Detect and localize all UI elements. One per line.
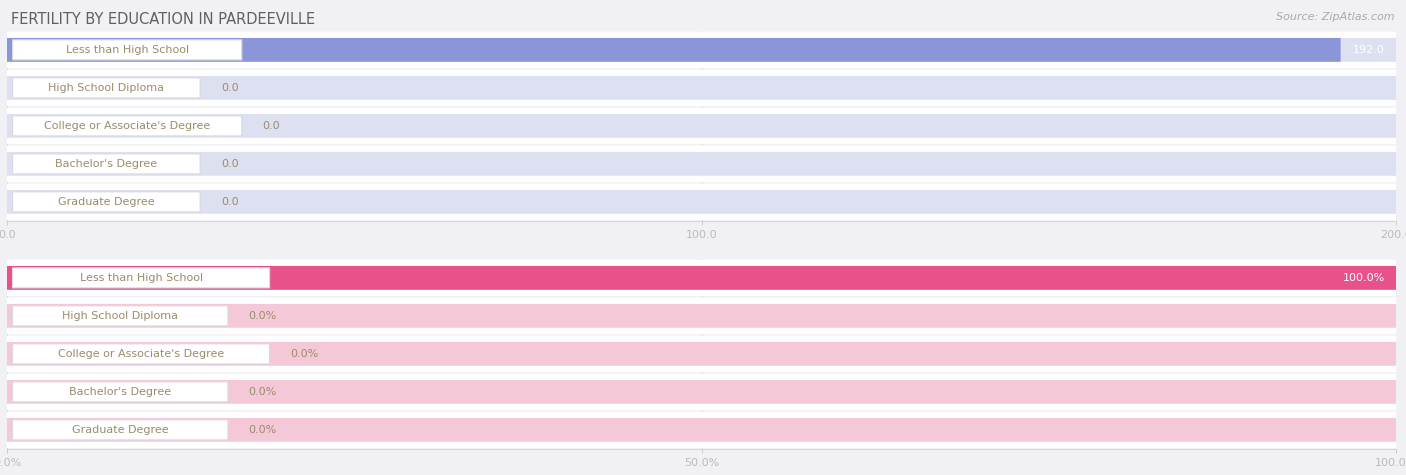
FancyBboxPatch shape — [6, 183, 1398, 220]
FancyBboxPatch shape — [6, 297, 1398, 334]
FancyBboxPatch shape — [13, 344, 270, 364]
FancyBboxPatch shape — [6, 411, 1398, 448]
FancyBboxPatch shape — [7, 266, 1396, 290]
FancyBboxPatch shape — [13, 40, 242, 60]
FancyBboxPatch shape — [13, 192, 200, 212]
FancyBboxPatch shape — [13, 420, 228, 440]
Text: College or Associate's Degree: College or Associate's Degree — [44, 121, 211, 131]
FancyBboxPatch shape — [7, 418, 1396, 442]
Text: Less than High School: Less than High School — [80, 273, 202, 283]
FancyBboxPatch shape — [13, 382, 228, 402]
FancyBboxPatch shape — [6, 31, 1398, 68]
FancyBboxPatch shape — [7, 152, 1396, 176]
FancyBboxPatch shape — [7, 38, 1340, 62]
Text: 100.0%: 100.0% — [1343, 273, 1385, 283]
FancyBboxPatch shape — [6, 335, 1398, 372]
Text: Less than High School: Less than High School — [66, 45, 188, 55]
Text: 0.0: 0.0 — [221, 83, 239, 93]
FancyBboxPatch shape — [6, 373, 1398, 410]
FancyBboxPatch shape — [13, 268, 270, 288]
Text: Graduate Degree: Graduate Degree — [72, 425, 169, 435]
FancyBboxPatch shape — [13, 306, 228, 326]
FancyBboxPatch shape — [7, 38, 1396, 62]
FancyBboxPatch shape — [7, 114, 1396, 138]
FancyBboxPatch shape — [6, 69, 1398, 106]
Text: Source: ZipAtlas.com: Source: ZipAtlas.com — [1277, 12, 1395, 22]
Text: 0.0: 0.0 — [221, 197, 239, 207]
FancyBboxPatch shape — [13, 116, 242, 136]
Text: High School Diploma: High School Diploma — [62, 311, 179, 321]
Text: 0.0%: 0.0% — [249, 387, 277, 397]
Text: Bachelor's Degree: Bachelor's Degree — [55, 159, 157, 169]
FancyBboxPatch shape — [7, 266, 1396, 290]
FancyBboxPatch shape — [7, 380, 1396, 404]
Text: 0.0%: 0.0% — [249, 311, 277, 321]
Text: FERTILITY BY EDUCATION IN PARDEEVILLE: FERTILITY BY EDUCATION IN PARDEEVILLE — [11, 12, 315, 27]
FancyBboxPatch shape — [7, 76, 1396, 100]
FancyBboxPatch shape — [13, 154, 200, 174]
Text: 0.0%: 0.0% — [249, 425, 277, 435]
FancyBboxPatch shape — [6, 145, 1398, 182]
Text: Graduate Degree: Graduate Degree — [58, 197, 155, 207]
FancyBboxPatch shape — [7, 304, 1396, 328]
Text: 192.0: 192.0 — [1353, 45, 1385, 55]
FancyBboxPatch shape — [13, 78, 200, 98]
Text: High School Diploma: High School Diploma — [48, 83, 165, 93]
Text: 0.0: 0.0 — [263, 121, 280, 131]
FancyBboxPatch shape — [6, 107, 1398, 144]
FancyBboxPatch shape — [6, 259, 1398, 296]
Text: 0.0: 0.0 — [221, 159, 239, 169]
Text: College or Associate's Degree: College or Associate's Degree — [58, 349, 224, 359]
Text: Bachelor's Degree: Bachelor's Degree — [69, 387, 172, 397]
Text: 0.0%: 0.0% — [291, 349, 319, 359]
FancyBboxPatch shape — [7, 190, 1396, 214]
FancyBboxPatch shape — [7, 342, 1396, 366]
